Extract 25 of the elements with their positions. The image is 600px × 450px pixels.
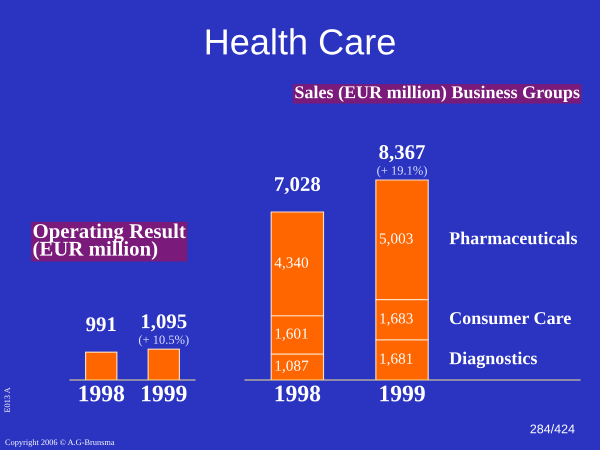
data-label: 1,683 — [380, 313, 413, 326]
x-tick-label: 1998 — [80, 386, 124, 402]
series-label: Pharmaceuticals — [449, 232, 578, 244]
text: E013 A — [4, 387, 10, 412]
data-label: 4,340 — [274, 257, 308, 270]
total-label: 7,028 — [275, 177, 320, 194]
text: 284/424 — [530, 424, 575, 434]
data-label: 1,681 — [380, 353, 412, 366]
x-tick-label: 1999 — [142, 386, 187, 402]
x-tick-label: 1999 — [380, 386, 425, 402]
data-label: 1,087 — [276, 360, 308, 374]
chart-title: Health Care — [206, 28, 395, 55]
data-label: 991 — [86, 317, 116, 332]
x-tick-label: 1998 — [276, 386, 320, 402]
chart-title: Operating Result (EUR million) — [33, 223, 186, 260]
text: Copyright 2006 © A.G-Brunsma — [5, 439, 114, 447]
data-label: 5,003 — [380, 233, 413, 246]
data-label: 1,095 — [142, 314, 186, 332]
series-label: Diagnostics — [449, 352, 537, 368]
total-label: 8,367 — [379, 145, 425, 162]
annotation: (+ 10.5%) — [138, 335, 189, 346]
chart-subtitle: Sales (EUR million) Business Groups — [295, 86, 580, 102]
series-label: Consumer Care — [450, 312, 571, 324]
annotation: (+ 19.1%) — [377, 166, 427, 178]
data-label: 1,601 — [276, 328, 308, 341]
